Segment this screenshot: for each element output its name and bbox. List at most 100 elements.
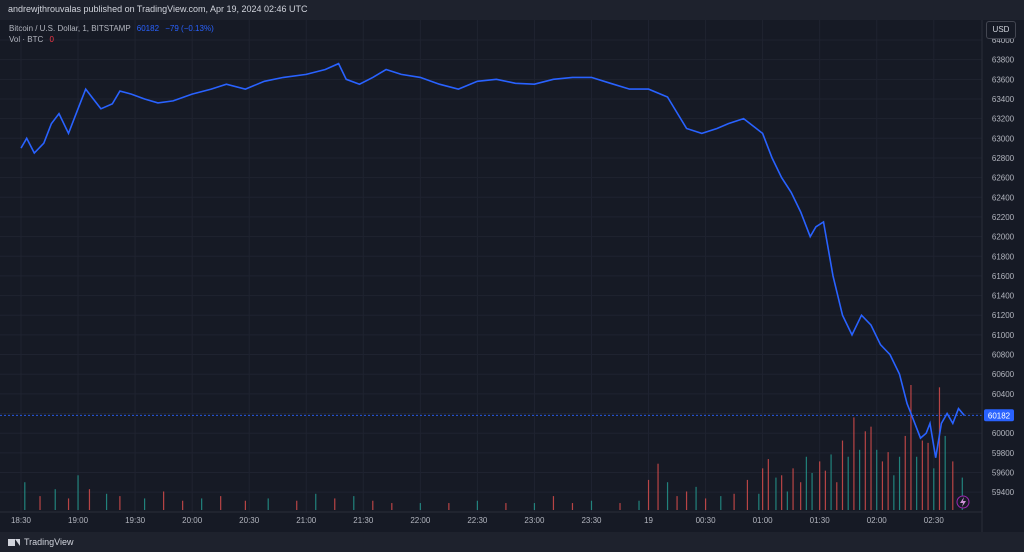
y-tick-label: 62200 xyxy=(992,213,1015,222)
volume-bar xyxy=(54,489,56,510)
last-value: 60182 xyxy=(136,24,160,33)
y-tick-label: 63800 xyxy=(992,56,1015,65)
legend-volume-row: Vol · BTC 0 xyxy=(9,35,54,44)
x-tick-label: 01:30 xyxy=(810,516,831,525)
volume-bar xyxy=(657,463,659,510)
footer-bar: TradingView xyxy=(0,532,1024,552)
grid-lines xyxy=(0,20,982,512)
volume-bar xyxy=(916,456,918,510)
top-bar: andrewjthrouvalas published on TradingVi… xyxy=(0,0,1024,20)
volume-bar xyxy=(619,503,621,510)
volume-bar xyxy=(811,472,813,510)
y-tick-label: 63000 xyxy=(992,134,1015,143)
volume-bar xyxy=(898,456,901,510)
volume-bar xyxy=(638,500,640,510)
volume-bar xyxy=(67,498,70,510)
y-tick-label: 60800 xyxy=(992,351,1015,360)
volume-bar xyxy=(938,387,941,510)
y-tick-label: 62800 xyxy=(992,154,1015,163)
y-tick-label: 59400 xyxy=(992,488,1015,497)
volume-bar xyxy=(39,496,41,510)
currency-button[interactable]: USD xyxy=(986,21,1016,39)
brand-name: TradingView xyxy=(24,537,74,547)
volume-bar xyxy=(836,482,838,510)
x-tick-label: 21:00 xyxy=(296,516,317,525)
y-tick-label: 61600 xyxy=(992,272,1015,281)
tradingview-logo[interactable]: TradingView xyxy=(8,537,74,547)
volume-value: 0 xyxy=(49,35,54,44)
volume-bar xyxy=(105,493,108,510)
volume-bar xyxy=(824,470,826,510)
volume-bar xyxy=(552,496,555,510)
volume-bar xyxy=(733,493,735,510)
y-tick-label: 63400 xyxy=(992,95,1015,104)
volume-bar xyxy=(267,498,269,510)
volume-bar xyxy=(904,435,906,510)
publisher-text: andrewjthrouvalas published on TradingVi… xyxy=(8,4,308,14)
volume-bar xyxy=(952,461,954,510)
lightning-icon[interactable] xyxy=(956,495,970,509)
x-tick-label: 23:30 xyxy=(581,516,602,525)
volume-bar xyxy=(315,493,317,510)
symbol-name[interactable]: Bitcoin / U.S. Dollar, 1, BITSTAMP xyxy=(9,24,131,33)
volume-bar xyxy=(819,461,821,510)
y-tick-label: 60400 xyxy=(992,390,1015,399)
volume-bar xyxy=(805,456,807,510)
x-tick-label: 22:00 xyxy=(410,516,431,525)
volume-bar xyxy=(571,503,574,510)
x-tick-label: 19 xyxy=(644,516,653,525)
volume-bar xyxy=(201,498,203,510)
x-tick-label: 18:30 xyxy=(11,516,32,525)
volume-bar xyxy=(704,498,707,510)
volume-bar xyxy=(77,475,79,510)
y-tick-label: 61800 xyxy=(992,252,1015,261)
volume-bar xyxy=(448,503,450,510)
x-axis: 18:30 19:00 19:30 20:00 20:30 21:00 21:30 22:00… xyxy=(0,511,982,525)
volume-bar xyxy=(870,426,872,510)
y-tick-label: 64000 xyxy=(992,36,1015,45)
volume-bar xyxy=(830,454,832,510)
volume-bar xyxy=(476,500,478,510)
volume-bar xyxy=(841,440,844,510)
x-tick-label: 20:30 xyxy=(239,516,260,525)
y-tick-label: 61000 xyxy=(992,331,1015,340)
y-tick-label: 61200 xyxy=(992,311,1015,320)
volume-bar xyxy=(758,493,760,510)
x-tick-label: 23:00 xyxy=(524,516,545,525)
volume-bar xyxy=(786,491,788,510)
y-tick-label: 63200 xyxy=(992,115,1015,124)
volume-bar xyxy=(720,496,722,510)
volume-label[interactable]: Vol · BTC xyxy=(9,35,44,44)
volume-bar xyxy=(881,461,884,510)
y-tick-label: 61400 xyxy=(992,292,1015,301)
y-tick-label: 59800 xyxy=(992,449,1015,458)
volume-bar xyxy=(921,440,923,510)
volume-bar xyxy=(419,503,421,510)
volume-bar xyxy=(781,475,783,510)
volume-bar xyxy=(685,491,688,510)
last-price-box xyxy=(984,409,1014,422)
volume-bar xyxy=(144,498,146,510)
volume-bar xyxy=(767,459,769,510)
x-tick-label: 19:30 xyxy=(125,516,146,525)
volume-bar xyxy=(647,479,650,510)
volume-bars xyxy=(24,385,963,510)
x-tick-label: 02:30 xyxy=(924,516,945,525)
volume-bar xyxy=(847,456,849,510)
y-tick-label: 62600 xyxy=(992,174,1015,183)
volume-bar xyxy=(933,468,935,510)
y-axis: 64000 63800 63600 63400 63200 63000 62800 62600… xyxy=(981,20,1015,532)
volume-bar xyxy=(695,486,697,510)
volume-bar xyxy=(163,491,165,510)
y-tick-label: 59600 xyxy=(992,469,1015,478)
volume-bar xyxy=(887,452,889,510)
volume-bar xyxy=(391,503,393,510)
x-tick-label: 19:00 xyxy=(68,516,89,525)
volume-bar xyxy=(676,496,678,510)
volume-bar xyxy=(927,442,929,510)
volume-bar xyxy=(762,468,764,510)
price-line-series xyxy=(20,62,965,458)
y-tick-label: 62400 xyxy=(992,193,1015,202)
volume-bar xyxy=(220,496,222,510)
